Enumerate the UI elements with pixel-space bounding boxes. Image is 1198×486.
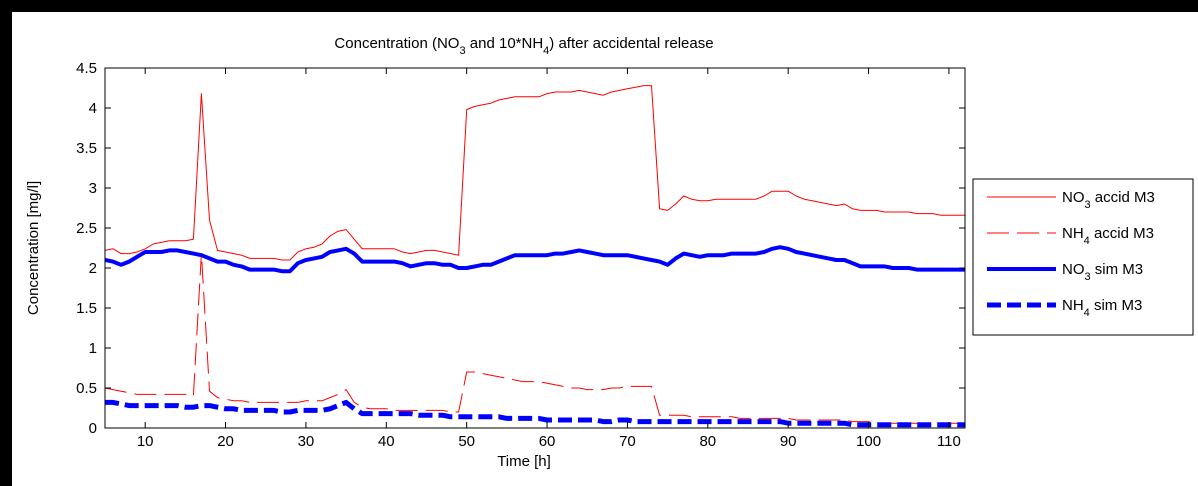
chart-title-part-0: Concentration (NO	[334, 35, 459, 52]
x-tick-label: 90	[780, 433, 797, 450]
chart-svg: Concentration (NO3 and 10*NH4) after acc…	[25, 35, 1194, 470]
legend-label-1: NH4 accid M3	[1062, 225, 1154, 247]
chart-title-part-4: ) after accidental release	[549, 35, 713, 52]
y-tick-label: 1.5	[76, 300, 97, 317]
plot-border	[104, 67, 966, 429]
x-tick-label: 60	[539, 433, 556, 450]
legend-label-2: NO3 sim M3	[1062, 261, 1143, 283]
y-tick-label: 2.5	[76, 220, 97, 237]
legend-label-1-part-0: NH	[1062, 225, 1084, 242]
legend-label-3-part-1: 4	[1084, 307, 1090, 319]
y-tick-label: 4.5	[76, 60, 97, 77]
x-axis-title: Time [h]	[497, 453, 551, 470]
series-line-2	[105, 245, 965, 274]
series-layer	[105, 85, 965, 428]
x-axis: 10 20 30 40 50 60 70 80 90 100 110	[137, 68, 961, 450]
x-tick-label: 30	[298, 433, 315, 450]
legend-label-0-part-0: NO	[1062, 189, 1085, 206]
x-tick-label: 80	[699, 433, 716, 450]
x-tick-label: 110	[937, 433, 961, 450]
series-line-3	[105, 399, 965, 428]
series-line-0	[105, 85, 965, 261]
legend-label-1-part-1: 4	[1084, 235, 1090, 247]
chart-title: Concentration (NO3 and 10*NH4) after acc…	[334, 35, 713, 57]
y-tick-label: 0	[89, 420, 97, 437]
legend-label-3: NH4 sim M3	[1062, 297, 1142, 319]
y-tick-label: 2	[89, 260, 97, 277]
y-tick-label: 0.5	[76, 380, 97, 397]
chart-title-part-2: and 10*NH	[466, 35, 544, 52]
legend-label-1-part-2: accid M3	[1090, 225, 1154, 242]
y-tick-label: 4	[89, 100, 97, 117]
y-axis: 0 0.5 1 1.5 2 2.5 3 3.5 4 4.5	[76, 60, 965, 437]
legend-label-2-part-1: 3	[1085, 271, 1091, 283]
legend-label-2-part-2: sim M3	[1091, 261, 1144, 278]
y-tick-label: 3	[89, 180, 97, 197]
legend-label-0-part-2: accid M3	[1091, 189, 1155, 206]
legend-label-0-part-1: 3	[1085, 199, 1091, 211]
y-tick-label: 3.5	[76, 140, 97, 157]
x-tick-label: 50	[458, 433, 475, 450]
legend-label-2-part-0: NO	[1062, 261, 1085, 278]
y-axis-title: Concentration [mg/l]	[25, 181, 42, 315]
x-tick-label: 100	[856, 433, 881, 450]
x-tick-label: 70	[619, 433, 636, 450]
legend-box	[972, 178, 1194, 336]
chart-title-part-1: 3	[459, 45, 465, 57]
legend-label-3-part-0: NH	[1062, 297, 1084, 314]
figure-frame: Concentration (NO3 and 10*NH4) after acc…	[12, 12, 1198, 486]
chart-title-part-3: 4	[543, 45, 549, 57]
x-tick-label: 10	[137, 433, 154, 450]
legend-label-0: NO3 accid M3	[1062, 189, 1155, 211]
x-tick-label: 20	[217, 433, 234, 450]
x-tick-label: 40	[378, 433, 395, 450]
legend-label-3-part-2: sim M3	[1090, 297, 1143, 314]
plot-area	[105, 68, 965, 428]
y-tick-label: 1	[89, 340, 97, 357]
series-line-1	[105, 253, 965, 424]
